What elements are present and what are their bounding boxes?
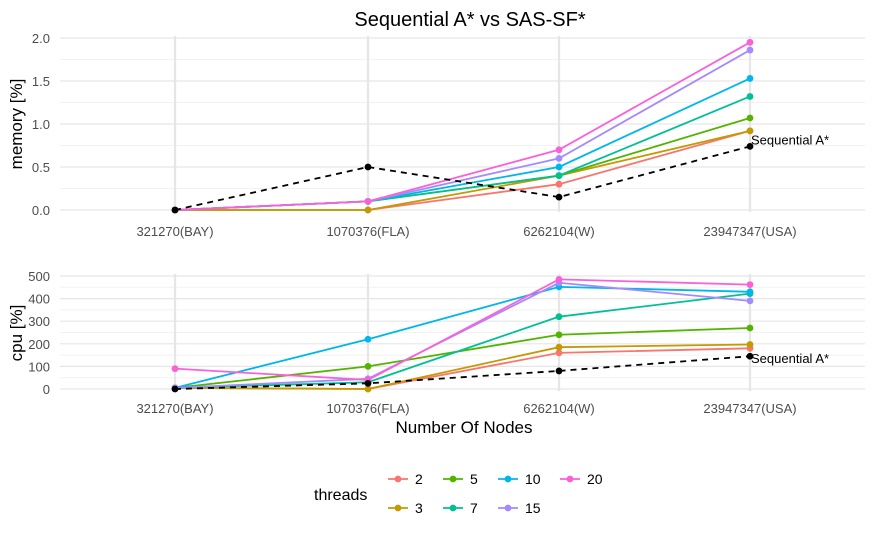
data-point-5 xyxy=(746,324,754,332)
y-tick-label: 0.0 xyxy=(32,203,50,218)
y-tick-label: 0.5 xyxy=(32,160,50,175)
data-point-3 xyxy=(746,127,754,135)
data-point-20 xyxy=(746,38,754,46)
series-line-7 xyxy=(174,292,751,389)
y-tick-label: 2.0 xyxy=(32,31,50,46)
x-tick-label: 6262104(W) xyxy=(523,224,595,239)
reference-point xyxy=(171,206,179,214)
data-point-15 xyxy=(746,46,754,54)
series-line-20 xyxy=(174,278,751,381)
x-tick-label: 23947347(USA) xyxy=(703,401,796,416)
reference-line xyxy=(174,355,751,390)
reference-point xyxy=(555,193,563,201)
legend-key-point xyxy=(449,504,457,512)
y-tick-label: 300 xyxy=(28,314,50,329)
data-point-3 xyxy=(364,385,372,393)
data-point-10 xyxy=(746,288,754,296)
legend-label: 10 xyxy=(525,471,541,487)
legend-label: 15 xyxy=(525,500,541,516)
reference-label: Sequential A* xyxy=(751,132,829,147)
x-tick-label: 1070376(FLA) xyxy=(326,224,409,239)
data-point-3 xyxy=(746,341,754,348)
series-line-3 xyxy=(174,343,751,390)
reference-label: Sequential A* xyxy=(751,351,829,366)
legend-label: 2 xyxy=(415,471,423,487)
data-point-20 xyxy=(746,281,754,288)
data-point-15 xyxy=(746,297,754,305)
legend-key-point xyxy=(394,504,402,512)
legend: threads 2 3 5 7 10 15 20 xyxy=(314,471,603,516)
memory-panel: 0.0 0.5 1.0 1.5 2.0 321270(BAY) 1070376(FLA) 62… xyxy=(7,31,865,239)
series-line-2 xyxy=(175,130,751,211)
data-point-10 xyxy=(746,75,754,82)
reference-point xyxy=(746,352,754,360)
series-line-15 xyxy=(174,281,751,389)
legend-title: threads xyxy=(314,487,367,504)
y-axis-label: memory [%] xyxy=(7,79,26,170)
data-point-20 xyxy=(555,275,563,283)
series-line-10 xyxy=(174,285,751,389)
data-point-20 xyxy=(364,198,372,205)
cpu-panel: 0 100 200 300 400 500 321270(BAY) 1070376(FLA) 6… xyxy=(7,269,865,416)
legend-label: 5 xyxy=(470,471,478,487)
y-tick-label: 400 xyxy=(28,292,50,307)
y-tick-label: 1.5 xyxy=(32,74,50,89)
x-axis-label: Number Of Nodes xyxy=(396,418,533,437)
series-line-5 xyxy=(174,327,751,389)
data-point-2 xyxy=(555,349,563,357)
legend-key-point xyxy=(394,475,402,483)
legend-key-point xyxy=(504,475,512,483)
reference-point xyxy=(364,163,372,171)
legend-label: 20 xyxy=(587,471,603,487)
data-point-10 xyxy=(364,335,372,343)
x-tick-label: 321270(BAY) xyxy=(136,224,213,239)
series-line-15 xyxy=(174,49,751,211)
x-tick-label: 1070376(FLA) xyxy=(326,401,409,416)
x-tick-label: 23947347(USA) xyxy=(703,224,796,239)
reference-point xyxy=(746,142,754,150)
data-point-5 xyxy=(364,363,372,370)
data-point-20 xyxy=(555,146,563,154)
data-point-5 xyxy=(555,331,563,339)
y-tick-label: 1.0 xyxy=(32,117,50,132)
data-point-20 xyxy=(171,365,179,373)
y-axis-label: cpu [%] xyxy=(7,305,26,362)
y-tick-label: 0 xyxy=(43,382,50,397)
reference-point xyxy=(555,367,563,375)
data-point-15 xyxy=(555,155,563,162)
legend-key-point xyxy=(566,475,574,483)
legend-key-point xyxy=(449,475,457,483)
chart-title: Sequential A* vs SAS-SF* xyxy=(354,9,585,31)
data-point-3 xyxy=(555,343,563,351)
y-tick-label: 500 xyxy=(28,269,50,284)
data-point-5 xyxy=(746,114,754,122)
y-tick-label: 100 xyxy=(28,359,50,374)
data-point-7 xyxy=(555,313,563,321)
legend-label: 3 xyxy=(415,500,423,516)
reference-point xyxy=(364,379,372,387)
data-point-7 xyxy=(555,172,563,180)
series-line-20 xyxy=(174,41,751,211)
series-line-3 xyxy=(175,130,751,211)
x-tick-label: 6262104(W) xyxy=(523,401,595,416)
reference-point xyxy=(171,385,179,393)
data-point-3 xyxy=(364,206,372,214)
y-tick-label: 200 xyxy=(28,337,50,352)
reference-line xyxy=(174,145,751,211)
x-tick-label: 321270(BAY) xyxy=(136,401,213,416)
data-point-2 xyxy=(555,180,563,188)
legend-label: 7 xyxy=(470,500,478,516)
data-point-7 xyxy=(746,93,754,100)
legend-key-point xyxy=(504,504,512,512)
data-point-10 xyxy=(555,163,563,171)
